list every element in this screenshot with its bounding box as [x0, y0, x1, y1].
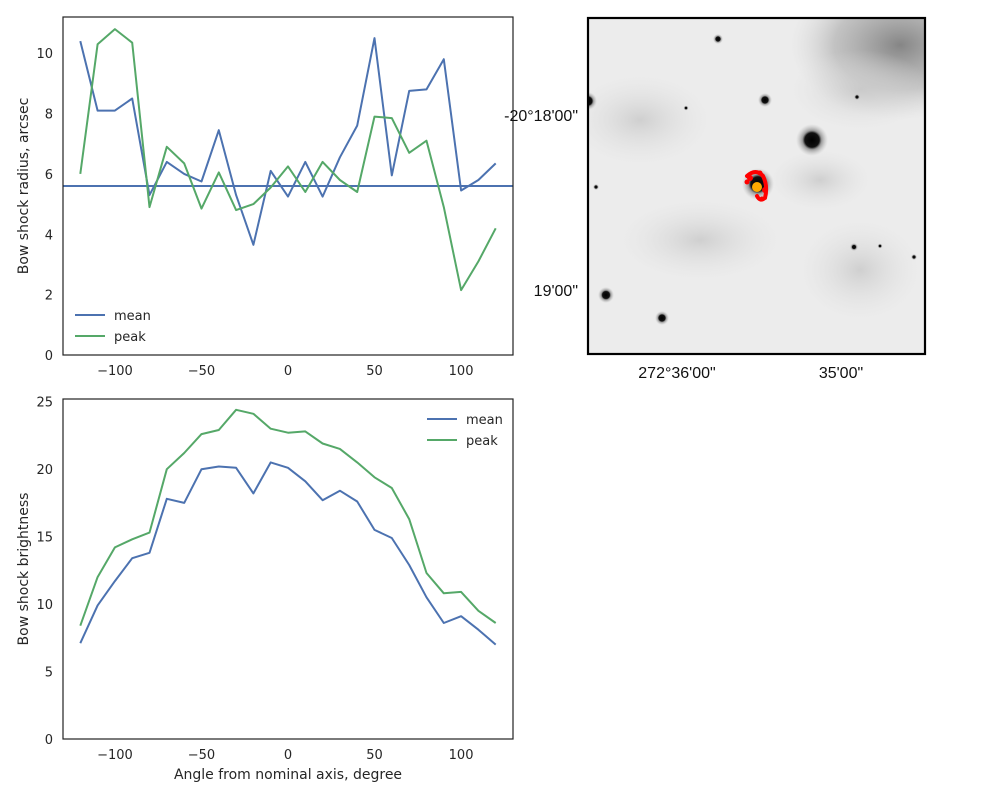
x-tick-label: 0	[284, 364, 292, 379]
star	[713, 34, 723, 44]
brightness-plot-ylabel: Bow shock brightness	[16, 493, 32, 646]
star	[911, 254, 917, 260]
x-tick-label: 50	[366, 748, 383, 763]
brightness-plot-lines	[79, 408, 497, 646]
legend-mean-label: mean	[114, 309, 151, 324]
sky-image-frame	[586, 16, 927, 356]
radius-series-mean	[79, 37, 497, 246]
source-position-marker	[752, 182, 762, 192]
star	[593, 184, 599, 190]
radius-plot-legend: mean peak	[75, 309, 151, 345]
x-tick-label: −100	[97, 748, 133, 763]
dec-tick-label: 19'00"	[534, 283, 578, 300]
star	[758, 93, 772, 107]
nebula-cloud	[770, 150, 870, 210]
radius-plot: −100 −50 0 50 100 0 2 4 6 8 10 Bow shock radius, a…	[16, 16, 514, 379]
bow-shock-markers	[744, 170, 769, 202]
y-tick-label: 10	[36, 47, 53, 62]
radius-plot-ylabel: Bow shock radius, arcsec	[16, 98, 32, 275]
ra-tick-label: 272°36'00"	[638, 365, 715, 382]
y-tick-label: 2	[45, 289, 53, 304]
y-tick-label: 5	[45, 666, 53, 681]
brightness-plot: −100 −50 0 50 100 0 5 10 15 20 25 Bow shock bright…	[16, 396, 514, 783]
x-tick-label: 100	[449, 364, 474, 379]
radius-plot-ticks: −100 −50 0 50 100 0 2 4 6 8 10	[36, 47, 473, 379]
x-tick-label: −100	[97, 364, 133, 379]
nebula-cloud	[800, 220, 920, 320]
x-tick-label: −50	[188, 364, 215, 379]
star	[683, 105, 689, 111]
brightness-series-peak	[79, 408, 497, 627]
star	[655, 311, 669, 325]
brightness-plot-legend: mean peak	[427, 413, 503, 449]
y-tick-label: 6	[45, 168, 53, 183]
nebula-cloud	[588, 75, 710, 165]
x-tick-label: 50	[366, 364, 383, 379]
radius-plot-lines	[63, 28, 513, 292]
star	[588, 92, 597, 110]
brightness-plot-xlabel: Angle from nominal axis, degree	[174, 767, 402, 783]
ra-tick-label: 35'00"	[819, 365, 863, 382]
brightness-series-mean	[79, 461, 497, 646]
star	[854, 94, 860, 100]
sky-image-panel: -20°18'00" 19'00" 272°36'00" 35'00"	[504, 16, 927, 382]
y-tick-label: 0	[45, 733, 53, 748]
star	[598, 287, 614, 303]
y-tick-label: 15	[36, 531, 53, 546]
nebula-cloud	[620, 200, 780, 280]
y-tick-label: 10	[36, 598, 53, 613]
x-tick-label: 100	[449, 748, 474, 763]
brightness-plot-ticks: −100 −50 0 50 100 0 5 10 15 20 25	[36, 396, 473, 763]
star	[796, 124, 828, 156]
star	[850, 243, 858, 251]
legend-mean-label: mean	[466, 413, 503, 428]
star	[877, 243, 883, 249]
y-tick-label: 25	[36, 396, 53, 411]
bow-shock-point	[759, 196, 765, 202]
dec-tick-label: -20°18'00"	[504, 108, 578, 125]
y-tick-label: 8	[45, 108, 53, 123]
nebula-cloud	[790, 50, 925, 130]
x-tick-label: −50	[188, 748, 215, 763]
y-tick-label: 0	[45, 349, 53, 364]
radius-series-peak	[79, 28, 497, 292]
brightness-plot-frame	[62, 398, 514, 740]
bow-shock-point	[744, 179, 750, 185]
radius-plot-frame	[62, 16, 514, 356]
legend-peak-label: peak	[114, 330, 146, 345]
bow-shock-point	[762, 187, 768, 193]
bow-shock-point	[747, 175, 753, 181]
legend-peak-label: peak	[466, 434, 498, 449]
y-tick-label: 20	[36, 463, 53, 478]
x-tick-label: 0	[284, 748, 292, 763]
bow-shock-point	[757, 170, 763, 176]
y-tick-label: 4	[45, 228, 53, 243]
